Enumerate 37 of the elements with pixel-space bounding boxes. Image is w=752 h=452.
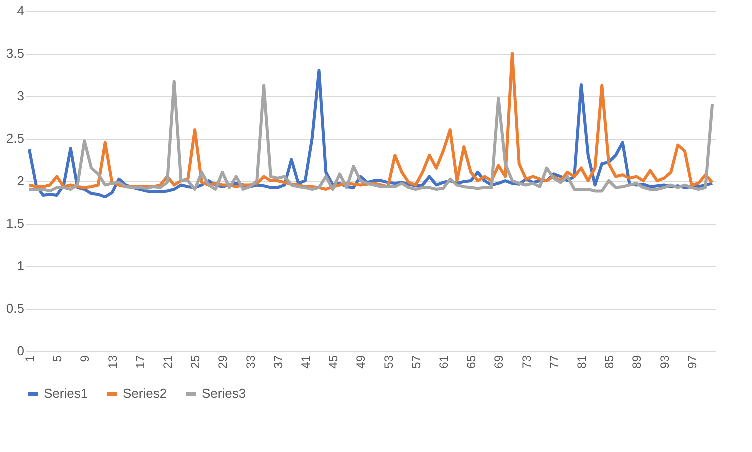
x-tick-label: 45 xyxy=(326,355,341,369)
y-tick-label: 1 xyxy=(17,258,24,274)
y-tick-label: 0.5 xyxy=(6,301,24,316)
legend-label: Series1 xyxy=(44,386,88,401)
x-tick-label: 49 xyxy=(354,355,368,369)
y-tick-label: 4 xyxy=(17,4,24,18)
y-tick-label: 3 xyxy=(17,88,24,104)
x-tick-label: 89 xyxy=(630,355,644,369)
x-tick-label: 73 xyxy=(520,355,534,369)
x-tick-label: 1 xyxy=(22,355,37,362)
x-tick-label: 13 xyxy=(106,355,120,369)
x-tick-label: 37 xyxy=(271,355,286,369)
y-tick-label: 2.5 xyxy=(6,131,24,146)
x-tick-label: 9 xyxy=(78,355,92,362)
x-tick-label: 57 xyxy=(409,355,424,369)
x-tick-label: 81 xyxy=(574,355,589,369)
x-tick-label: 21 xyxy=(160,355,175,369)
x-tick-label: 53 xyxy=(382,355,396,369)
x-tick-label: 29 xyxy=(216,355,230,369)
legend-label: Series2 xyxy=(123,386,168,401)
x-tick-label: 65 xyxy=(464,355,479,369)
x-tick-label: 5 xyxy=(50,355,65,362)
x-tick-label: 69 xyxy=(492,355,506,369)
x-tick-label: 17 xyxy=(133,355,148,369)
x-tick-label: 61 xyxy=(436,355,451,369)
y-tick-label: 2 xyxy=(17,174,24,188)
x-tick-label: 25 xyxy=(188,355,203,369)
x-tick-label: 41 xyxy=(298,355,313,369)
legend-label: Series3 xyxy=(202,386,246,401)
x-tick-label: 33 xyxy=(244,355,258,369)
y-tick-label: 0 xyxy=(17,344,24,358)
y-tick-label: 3.5 xyxy=(6,46,24,61)
x-tick-label: 77 xyxy=(547,355,562,369)
x-tick-label: 93 xyxy=(658,355,672,369)
y-tick-label: 1.5 xyxy=(6,216,24,231)
x-tick-label: 97 xyxy=(685,355,700,369)
x-tick-label: 85 xyxy=(602,355,617,369)
